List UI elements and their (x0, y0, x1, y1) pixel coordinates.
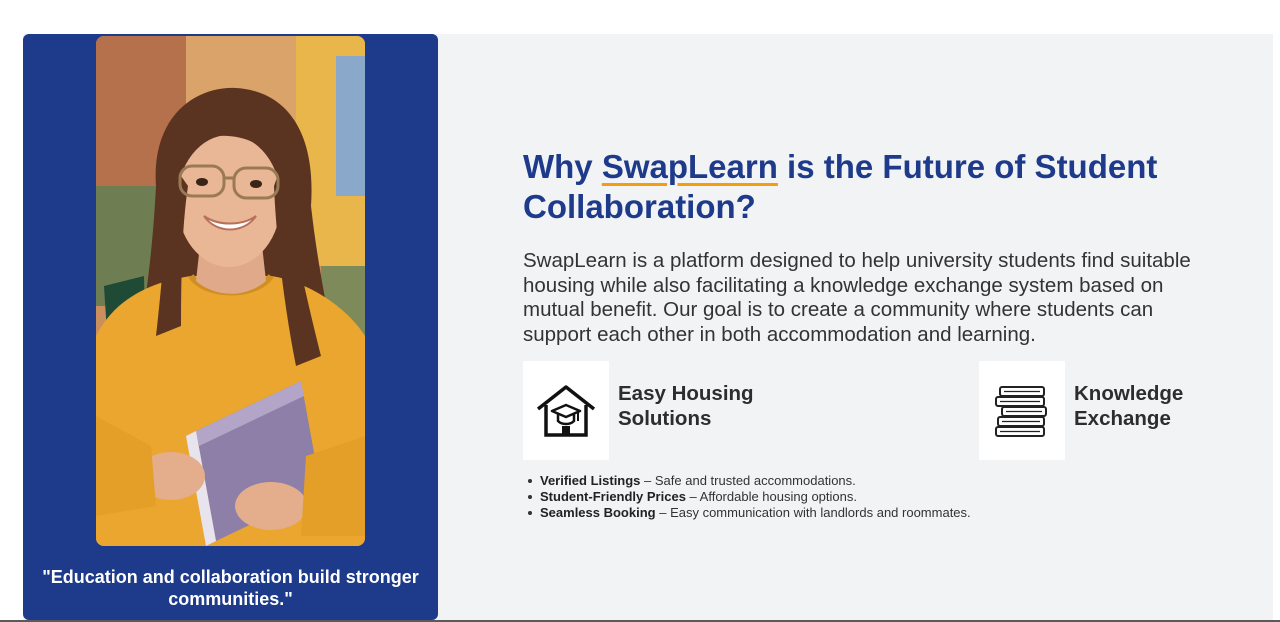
feature-card-housing: Easy Housing Solutions (523, 361, 823, 460)
benefits-list: Verified Listings – Safe and trusted acc… (527, 473, 1127, 521)
heading-suffix: is the Future of Student Collaboration? (523, 148, 1158, 225)
benefit-label: Seamless Booking (540, 505, 656, 520)
intro-description: SwapLearn is a platform designed to help… (523, 249, 1191, 346)
benefit-text: – Easy communication with landlords and … (655, 505, 971, 520)
benefit-text: – Affordable housing options. (685, 489, 857, 504)
divider (0, 620, 1280, 622)
list-item: Verified Listings – Safe and trusted acc… (527, 473, 1127, 489)
benefit-text: – Safe and trusted accommodations. (640, 473, 856, 488)
brand-name: SwapLearn (601, 148, 778, 185)
page-title: Why SwapLearn is the Future of Student C… (523, 147, 1223, 227)
feature-title: Easy Housing Solutions (618, 382, 754, 430)
list-item: Student-Friendly Prices – Affordable hou… (527, 489, 1127, 505)
house-graduation-cap-icon (523, 361, 609, 460)
list-item: Seamless Booking – Easy communication wi… (527, 505, 1127, 521)
feature-title: Knowledge Exchange (1074, 382, 1184, 430)
stacked-books-icon (979, 361, 1065, 460)
feature-card-knowledge: Knowledge Exchange (979, 361, 1239, 460)
heading-prefix: Why (523, 148, 602, 185)
benefit-label: Student-Friendly Prices (540, 489, 686, 504)
hero-quote: "Education and collaboration build stron… (42, 567, 419, 609)
benefit-label: Verified Listings (540, 473, 641, 488)
student-photo (96, 36, 365, 546)
